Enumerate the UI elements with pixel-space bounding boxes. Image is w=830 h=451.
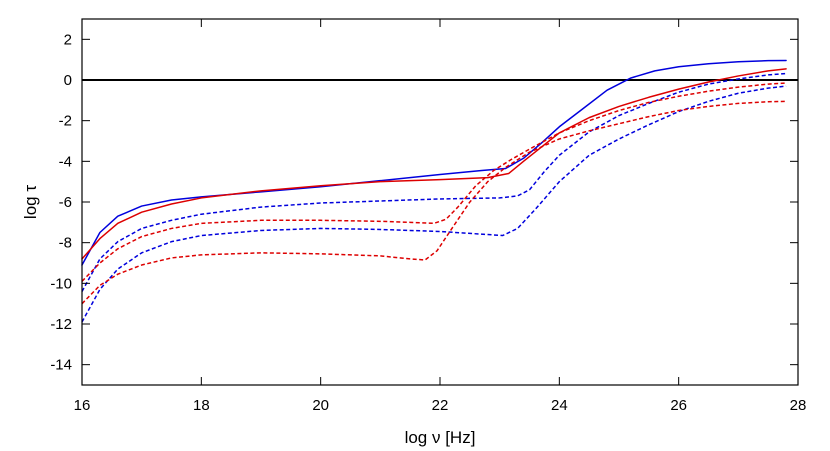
x-tick-label: 28 [790,397,807,414]
y-tick-label: -12 [50,316,72,333]
series-line-6-dashed [81,100,787,305]
series-line-2-solid [81,68,787,260]
y-axis-label: log τ [21,185,40,219]
x-axis-label: log ν [Hz] [405,428,476,447]
y-tick-label: 0 [64,72,72,89]
ticks-layer [81,19,799,385]
y-tick-label: -14 [50,357,72,374]
x-tick-label: 26 [670,397,687,414]
series-line-5-dashed [81,85,787,323]
series-line-3-dashed [81,72,787,292]
x-tick-label: 18 [193,397,210,414]
series-layer [81,59,787,323]
x-tick-label: 22 [432,397,449,414]
y-tick-label: -6 [59,194,72,211]
y-tick-label: -10 [50,275,72,292]
x-tick-label: 20 [312,397,329,414]
y-tick-label: -8 [59,235,72,252]
y-tick-label: -4 [59,153,72,170]
y-tick-label: -2 [59,113,72,130]
series-line-4-dashed [81,82,787,282]
series-line-1-solid [81,59,787,266]
y-tick-label: 2 [64,31,72,48]
x-tick-label: 24 [551,397,568,414]
x-tick-label: 16 [74,397,91,414]
